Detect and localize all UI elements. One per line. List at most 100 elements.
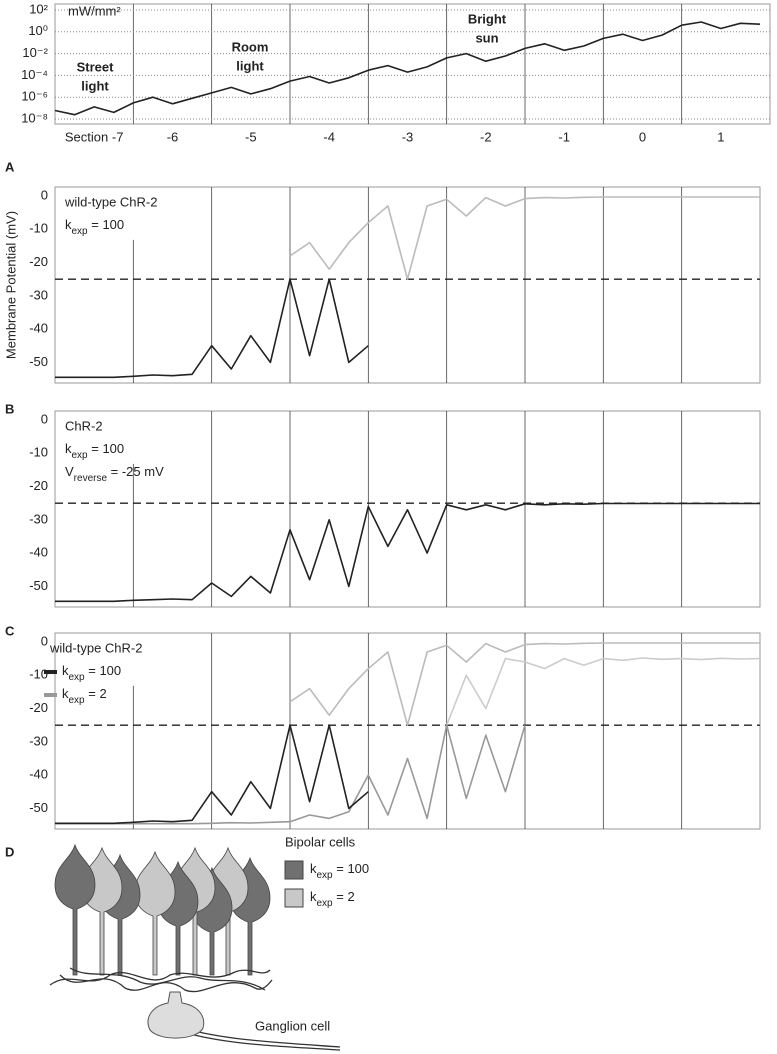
plot-frame: [54, 632, 761, 830]
trace: [289, 642, 760, 726]
y-tick-label: -20: [29, 254, 48, 269]
plot-frame: [54, 186, 761, 384]
annotation: light: [81, 78, 109, 93]
panel-text: Vreverse = -25 mV: [65, 464, 164, 483]
unit-label: mW/mm²: [68, 3, 121, 18]
panel-text: wild-type ChR-2: [64, 194, 157, 209]
y-tick-label: 0: [41, 411, 48, 426]
annotation: Bright: [468, 11, 507, 26]
dendrite-mesh: [69, 967, 266, 991]
panel-label: A: [5, 159, 15, 174]
y-tick-label: 10⁻⁴: [21, 67, 48, 82]
y-tick-label: -20: [29, 700, 48, 715]
panel-text-sub: reverse: [74, 473, 108, 484]
trace: [55, 724, 526, 825]
y-tick-label: -50: [29, 800, 48, 815]
annotation: light: [236, 58, 264, 73]
legend-label-base: k: [310, 861, 317, 876]
x-tick-label: -5: [245, 129, 257, 144]
ganglion-cell: [147, 991, 205, 1039]
y-tick-label: -40: [29, 767, 48, 782]
y-tick-label: -40: [29, 321, 48, 336]
ganglion-label: Ganglion cell: [255, 1018, 330, 1033]
legend-label-rest: = 100: [85, 663, 122, 678]
plot-frame: [54, 3, 771, 125]
y-tick-label: -30: [29, 733, 48, 748]
legend-label-sub: exp: [317, 898, 334, 909]
panel-label: C: [5, 623, 15, 638]
legend-label-base: k: [310, 889, 317, 904]
panel-text-rest: = -25 mV: [107, 464, 164, 479]
legend-swatch: [284, 860, 304, 880]
y-tick-label: 10⁰: [28, 23, 48, 38]
legend-label-sub: exp: [69, 695, 86, 706]
x-tick-label: Section -7: [65, 129, 124, 144]
y-tick-label: -40: [29, 545, 48, 560]
y-tick-label: -50: [29, 354, 48, 369]
trace: [445, 657, 761, 726]
bipolar-cell: [134, 850, 176, 976]
panel-text-rest: = 100: [88, 217, 125, 232]
legend-label: kexp = 2: [310, 889, 355, 908]
ganglion-axon: [189, 1033, 341, 1051]
panel-text-sub: exp: [72, 226, 89, 237]
bipolar-cell: [54, 843, 96, 976]
x-tick-label: -4: [323, 129, 335, 144]
panel-text-base: k: [65, 217, 72, 232]
panel-text: kexp = 100: [65, 217, 124, 236]
annotation: sun: [475, 30, 498, 45]
y-tick-label: 0: [41, 633, 48, 648]
legend-label-base: k: [62, 686, 69, 701]
diagram-title: Bipolar cells: [285, 834, 356, 849]
x-tick-label: 1: [717, 129, 724, 144]
legend-label-rest: = 2: [85, 686, 107, 701]
legend-label: kexp = 2: [62, 686, 107, 705]
panel-label: D: [5, 844, 14, 859]
y-tick-label: 10⁻²: [22, 45, 48, 60]
panel-text-base: k: [65, 441, 72, 456]
y-tick-label: -10: [29, 667, 48, 682]
ganglion-axon: [189, 1029, 341, 1048]
y-tick-label: -10: [29, 445, 48, 460]
trace: [54, 21, 761, 116]
y-tick-label: 10⁻⁶: [21, 89, 48, 104]
panel-text-rest: = 100: [88, 441, 125, 456]
legend-swatch: [284, 888, 304, 908]
legend-label-rest: = 100: [333, 861, 370, 876]
y-tick-label: -10: [29, 221, 48, 236]
trace: [55, 278, 369, 379]
trace: [289, 196, 760, 280]
y-tick-label: -50: [29, 578, 48, 593]
annotation: Street: [77, 59, 115, 74]
x-tick-label: -2: [480, 129, 492, 144]
y-tick-label: 10⁻⁸: [21, 110, 48, 125]
x-tick-label: 0: [639, 129, 646, 144]
legend-label-base: k: [62, 663, 69, 678]
plot-frame: [54, 410, 761, 608]
x-tick-label: -6: [167, 129, 179, 144]
panel-text-base: V: [65, 464, 74, 479]
y-tick-label: -20: [29, 478, 48, 493]
y-tick-label: 0: [41, 187, 48, 202]
x-tick-label: -1: [558, 129, 570, 144]
legend-label: kexp = 100: [310, 861, 369, 880]
x-tick-label: -3: [402, 129, 414, 144]
annotation: Room: [232, 39, 269, 54]
legend-label-sub: exp: [69, 672, 86, 683]
trace: [55, 724, 369, 825]
cell-diagram: [49, 843, 341, 1051]
legend-label: kexp = 100: [62, 663, 121, 682]
dendrite-mesh: [59, 974, 273, 993]
y-tick-label: -30: [29, 287, 48, 302]
panel-label: B: [5, 401, 14, 416]
panel-text: ChR-2: [65, 418, 103, 433]
legend-label-sub: exp: [317, 870, 334, 881]
y-tick-label: 10²: [29, 1, 48, 16]
panel-text: kexp = 100: [65, 441, 124, 460]
panel-text: wild-type ChR-2: [49, 640, 142, 655]
trace: [55, 502, 760, 603]
legend-label-rest: = 2: [333, 889, 355, 904]
y-axis-label: Membrane Potential (mV): [3, 211, 18, 359]
y-tick-label: -30: [29, 511, 48, 526]
